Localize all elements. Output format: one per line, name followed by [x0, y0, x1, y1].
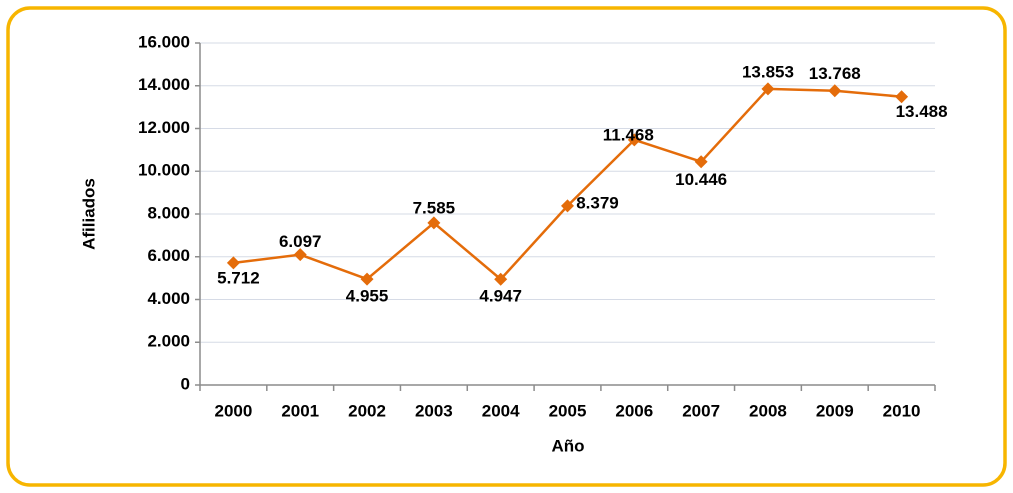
- data-label: 13.853: [742, 62, 794, 81]
- data-point: [761, 82, 775, 96]
- y-tick-label: 0: [181, 374, 190, 393]
- x-tick-label: 2002: [348, 401, 386, 420]
- data-point: [895, 90, 909, 104]
- x-tick-label: 2004: [482, 401, 520, 420]
- data-point: [226, 256, 240, 270]
- y-tick-label: 2.000: [147, 332, 190, 351]
- y-tick-label: 12.000: [138, 118, 190, 137]
- data-point: [293, 248, 307, 262]
- data-label: 13.768: [809, 64, 861, 83]
- data-label: 7.585: [413, 198, 456, 217]
- y-axis-title: Afiliados: [79, 178, 98, 250]
- x-tick-label: 2008: [749, 401, 787, 420]
- y-tick-label: 10.000: [138, 161, 190, 180]
- data-label: 5.712: [217, 268, 260, 287]
- data-point: [828, 84, 842, 98]
- y-tick-label: 6.000: [147, 246, 190, 265]
- x-tick-label: 2009: [816, 401, 854, 420]
- x-tick-label: 2000: [214, 401, 252, 420]
- x-tick-label: 2010: [883, 401, 921, 420]
- y-tick-label: 14.000: [138, 75, 190, 94]
- data-point: [561, 199, 574, 213]
- data-label: 11.468: [603, 125, 654, 144]
- x-axis-title: Año: [551, 436, 584, 455]
- chart-border: [6, 6, 1007, 487]
- data-label: 8.379: [576, 193, 619, 212]
- x-tick-label: 2003: [415, 401, 453, 420]
- x-tick-label: 2005: [549, 401, 587, 420]
- data-label: 4.955: [346, 287, 389, 306]
- data-point: [360, 272, 374, 286]
- data-label: 6.097: [279, 232, 322, 251]
- data-label: 4.947: [479, 287, 522, 306]
- data-point: [427, 216, 441, 230]
- x-tick-label: 2007: [682, 401, 720, 420]
- y-tick-label: 8.000: [147, 203, 190, 222]
- data-label: 10.446: [675, 170, 727, 189]
- y-tick-label: 16.000: [138, 32, 190, 51]
- y-tick-label: 4.000: [147, 289, 190, 308]
- data-point: [494, 272, 508, 286]
- x-tick-label: 2001: [281, 401, 319, 420]
- data-label: 13.488: [896, 102, 948, 121]
- data-point: [694, 155, 708, 169]
- data-point: [627, 133, 641, 147]
- x-tick-label: 2006: [615, 401, 653, 420]
